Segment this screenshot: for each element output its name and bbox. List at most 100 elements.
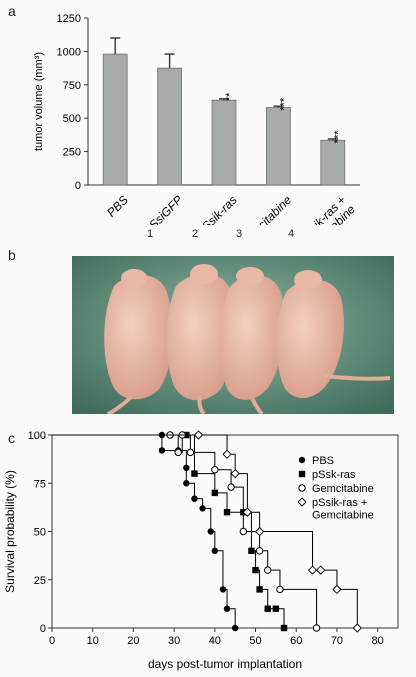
series-0-point-12 <box>231 624 239 632</box>
series-0-point-5 <box>183 480 190 487</box>
mouse-3 <box>220 267 285 416</box>
series-1-point-6 <box>248 547 255 554</box>
category-label-3: gemcitabine <box>238 193 294 225</box>
series-0-point-9 <box>211 547 219 554</box>
x-tick-label-3: 30 <box>168 635 180 647</box>
category-label-0: PBS <box>104 193 131 220</box>
series-0-point-4 <box>183 464 190 472</box>
legend-label-line-1-0: pSsk-ras <box>312 469 356 481</box>
series-1-point-10 <box>272 605 280 612</box>
mouse-label-2: 2 <box>192 228 199 240</box>
x-tick-label-2: 20 <box>127 635 139 647</box>
legend-label-line-3-0: pSsik-ras + <box>312 497 367 509</box>
series-3-point-7 <box>316 565 326 575</box>
series-3-point-3 <box>230 468 240 479</box>
y-tick-label-1: 25 <box>34 575 46 587</box>
category-label-line-3-0: gemcitabine <box>238 193 294 225</box>
series-1-point-8 <box>256 586 263 593</box>
plot-frame <box>51 434 399 629</box>
series-1-point-9 <box>264 605 271 612</box>
series-0-point-7 <box>199 505 206 512</box>
series-3 <box>52 430 362 633</box>
mouse-label-3: 3 <box>236 228 243 240</box>
legend-label-line-0-0: PBS <box>312 455 334 467</box>
series-3-point-8 <box>332 584 342 595</box>
mouse-2 <box>166 264 235 416</box>
survival-chart: 0 10 20 30 40 50 60 70 80 0 25 50 75 100 days post-tum… <box>3 430 399 671</box>
mouse-4 <box>276 270 391 399</box>
legend-label-0: PBS <box>312 455 334 467</box>
category-label-line-2-0: pSsik-ras <box>194 193 240 225</box>
bar-0 <box>102 53 128 186</box>
series-2-point-9 <box>264 566 272 574</box>
y-tick-label-4: 100 <box>28 430 46 442</box>
y-tick-label-2: 500 <box>63 113 81 125</box>
y-tick-label-3: 75 <box>34 478 46 490</box>
x-tick-label-1: 10 <box>87 635 99 647</box>
series-0-point-10 <box>219 586 227 593</box>
mouse-1 <box>104 269 173 416</box>
legend-marker-2 <box>298 484 306 492</box>
category-label-line-1-0: pSsiGFP <box>141 193 186 225</box>
series-0-point-2 <box>158 447 166 454</box>
series-2 <box>52 431 321 632</box>
series-3-point-4 <box>242 507 253 517</box>
legend-label-line-3-1: Gemcitabine <box>312 510 374 522</box>
series-0-point-11 <box>223 605 231 612</box>
legend-marker-1 <box>298 470 306 478</box>
legend-label-1: pSsk-ras <box>312 469 356 481</box>
series-3-point-5 <box>254 526 265 537</box>
series-0 <box>52 431 239 632</box>
y-tick-label-5: 1250 <box>57 13 81 25</box>
x-axis-title: days post-tumor implantation <box>148 657 302 671</box>
x-tick-label-8: 80 <box>372 635 384 647</box>
legend-label-3: pSsik-ras + Gemcitabine <box>312 497 374 522</box>
series-1-point-4 <box>223 509 231 516</box>
series-0-point-6 <box>191 495 198 502</box>
bar-2 <box>211 99 237 186</box>
y-axis-title: Survival probability (%) <box>3 470 17 593</box>
series-1-point-7 <box>252 566 259 574</box>
y-tick-label-0: 0 <box>75 180 81 192</box>
category-label-4: pSsik-ras +gemcitabine <box>293 193 358 225</box>
panel-a-letter: a <box>8 3 16 19</box>
series-3-point-9 <box>352 623 362 633</box>
y-tick-label-4: 1000 <box>57 46 81 58</box>
category-label-2: pSsik-ras <box>194 193 240 225</box>
legend-label-2: Gemcitabine <box>312 483 374 495</box>
series-2-point-10 <box>276 585 284 594</box>
y-tick-label-2: 50 <box>34 527 46 539</box>
legend-label-line-2-0: Gemcitabine <box>312 483 374 495</box>
significance-4: *** <box>333 130 345 144</box>
y-axis-title: tumor volume (mm³) <box>33 52 45 151</box>
legend-marker-3 <box>297 497 307 507</box>
series-2-point-2 <box>174 448 182 457</box>
series-2-point-8 <box>255 547 264 555</box>
series-line-3 <box>52 434 358 628</box>
bar-1 <box>157 67 182 186</box>
x-tick-label-6: 60 <box>290 635 302 647</box>
category-label-line-0-0: PBS <box>104 193 131 220</box>
y-tick-label-1: 250 <box>63 147 81 159</box>
mice-photo <box>72 256 394 416</box>
x-tick-label-7: 70 <box>331 635 343 647</box>
legend-marker-0 <box>298 456 306 464</box>
significance-3: *** <box>278 97 290 111</box>
series-2-point-7 <box>239 527 248 536</box>
mouse-label-4: 4 <box>288 228 295 240</box>
series-2-point-6 <box>227 483 235 491</box>
series-2-point-5 <box>211 466 219 474</box>
series-2-point-11 <box>312 624 321 632</box>
x-tick-label-4: 40 <box>209 635 221 647</box>
mouse-label-1: 1 <box>147 228 154 240</box>
series-2-point-4 <box>186 448 195 457</box>
tumor-volume-bar-chart: 0 250 500 750 1000 1250 tumor volume (mm³) PBS p… <box>33 13 360 225</box>
series-1-point-2 <box>191 470 198 477</box>
y-tick-label-3: 750 <box>63 80 81 92</box>
x-tick-label-5: 50 <box>249 635 261 647</box>
series-3-point-6 <box>307 565 318 575</box>
y-tick-label-0: 0 <box>40 623 46 635</box>
series-1-point-11 <box>280 624 288 632</box>
series-3-point-2 <box>222 449 232 459</box>
category-label-1: pSsiGFP <box>141 193 186 225</box>
